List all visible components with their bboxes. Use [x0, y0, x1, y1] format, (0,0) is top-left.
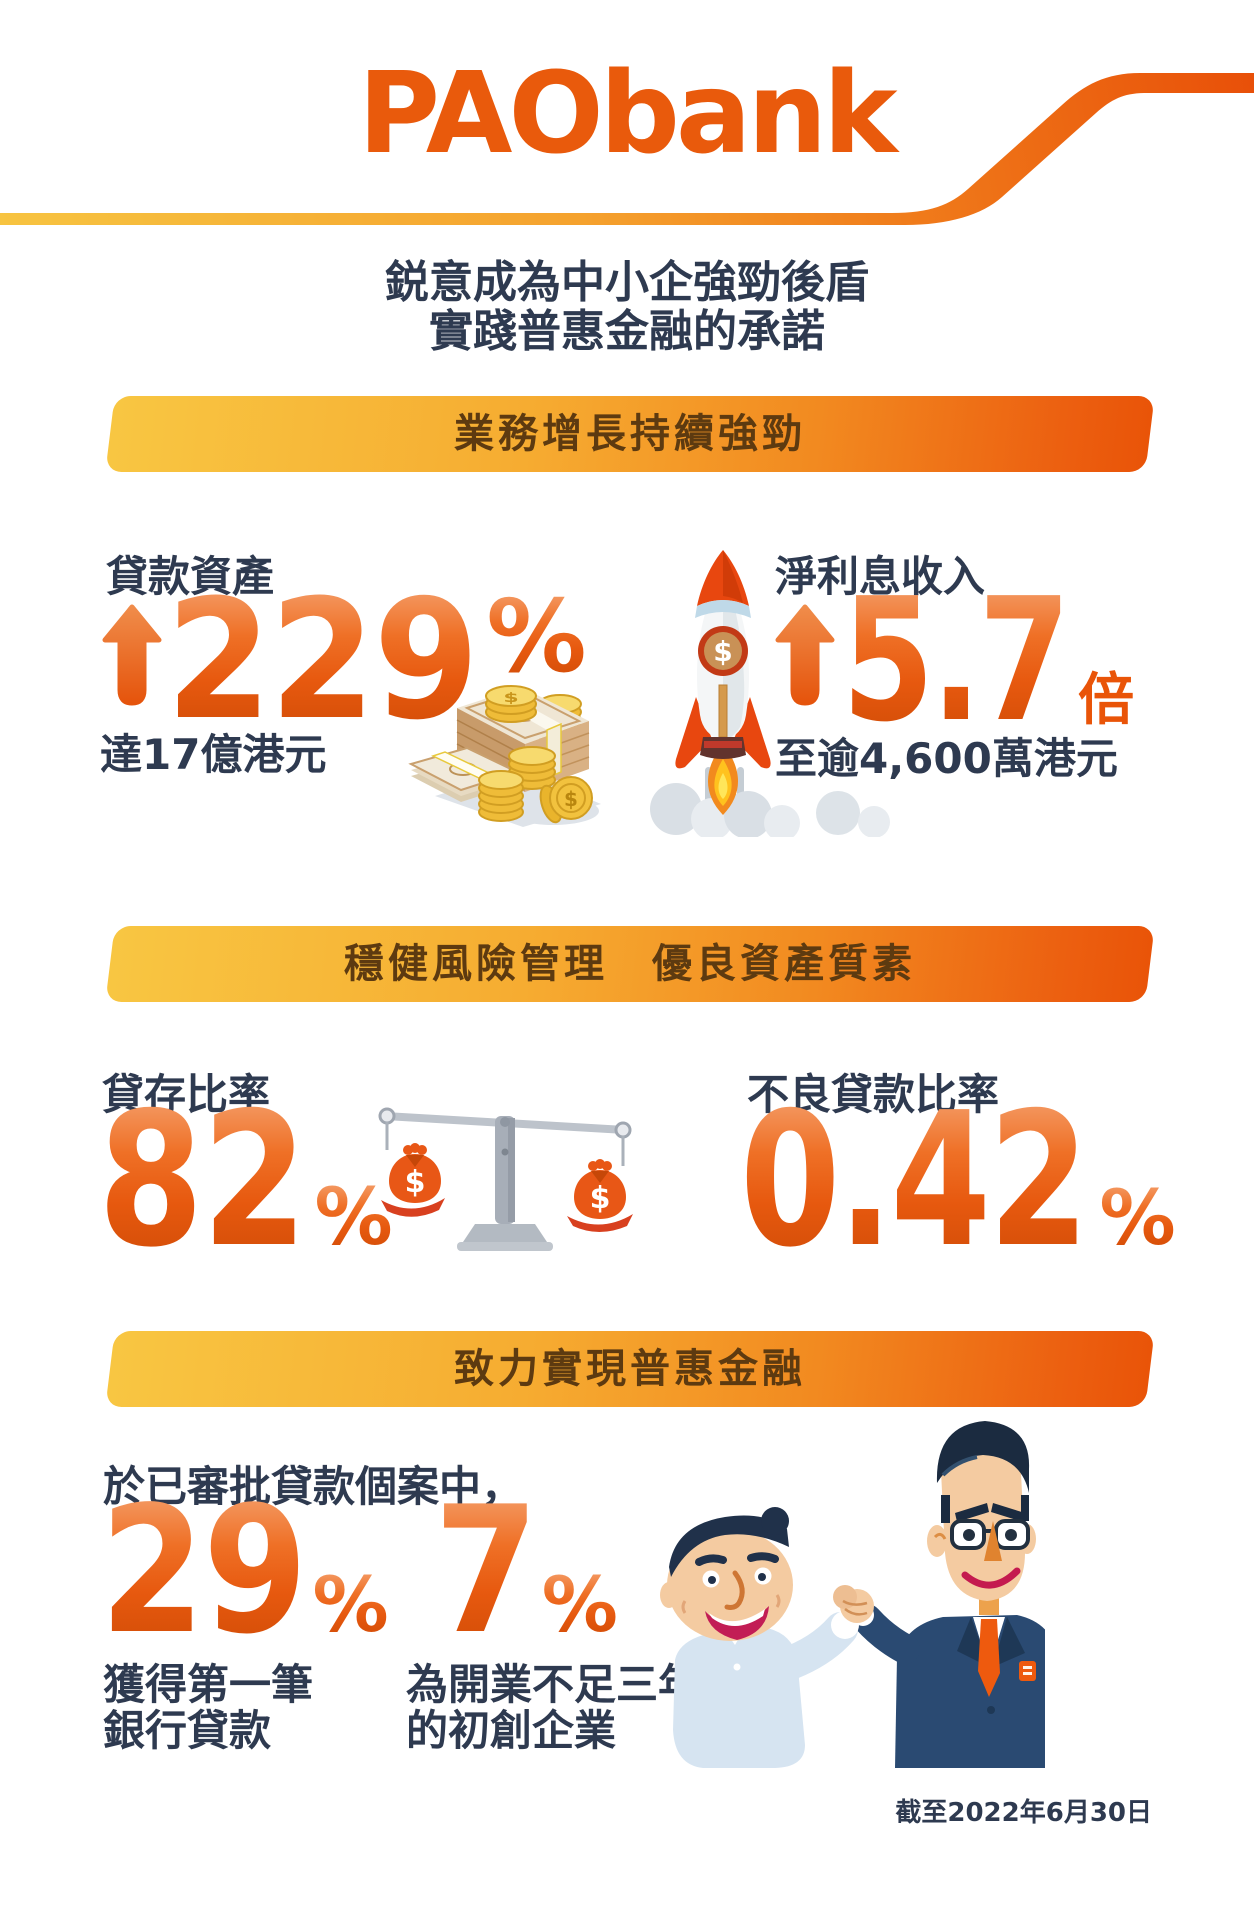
banker-figure: [852, 1421, 1045, 1768]
loan-assets-caption: 達17億港元: [100, 730, 327, 779]
npl-ratio-label: 不良貸款比率: [747, 1071, 999, 1118]
sme-owner-figure: [660, 1507, 859, 1768]
loan-deposit-ratio-unit: %: [314, 1173, 393, 1263]
npl-ratio-unit: %: [1099, 1173, 1176, 1262]
loan-deposit-ratio-value-row: 82%: [98, 1088, 393, 1273]
inclusion-intro-text: 於已審批貸款個案中，: [103, 1462, 524, 1511]
clasped-hands: [833, 1585, 874, 1623]
npl-ratio-value-row: 0.42%: [740, 1088, 1176, 1273]
up-arrow-icon: [102, 604, 162, 706]
startups-value-row: 7%: [434, 1484, 618, 1659]
net-interest-income-caption: 至逾4,600萬港元: [775, 734, 1118, 783]
net-interest-income-value-row: 5.7 倍: [842, 576, 1134, 746]
section-banner-growth: 業務增長持續強勁: [110, 396, 1150, 472]
loan-deposit-ratio-label: 貸存比率: [102, 1071, 270, 1118]
first-loan-value-row: 29%: [100, 1484, 389, 1659]
balance-scale-illustration: $ $: [378, 1107, 633, 1251]
startups-unit: %: [541, 1560, 618, 1649]
first-loan-caption-line1: 獲得第一筆: [103, 1660, 314, 1709]
brand-logo: PAObank: [358, 49, 898, 179]
net-interest-income-label: 淨利息收入: [775, 553, 985, 600]
npl-ratio-value: 0.42: [740, 1072, 1089, 1288]
page-title-line1: 鋭意成為中小企強勁後盾: [385, 257, 869, 308]
rocket-illustration: $: [650, 550, 890, 837]
net-interest-income-value: 5.7: [842, 562, 1071, 760]
coin-dollar-icon: $: [564, 787, 578, 811]
loan-assets-value-row: 229%: [166, 578, 587, 743]
header-swoosh-decoration: [0, 73, 1254, 225]
startups-caption-line2: 的初創企業: [406, 1706, 617, 1755]
net-interest-income-unit: 倍: [1078, 668, 1135, 733]
startups-caption: 為開業不足三年 的初創企業: [406, 1662, 700, 1754]
section-banner-inclusion-label: 致力實現普惠金融: [454, 1346, 806, 1392]
first-loan-unit: %: [312, 1560, 389, 1649]
money-bag-dollar-icon: $: [405, 1165, 426, 1200]
coin-dollar-icon: $: [503, 690, 518, 706]
page-title-line2: 實踐普惠金融的承諾: [429, 306, 825, 357]
as-of-date: 截至2022年6月30日: [895, 1798, 1152, 1828]
rocket-dollar-icon: $: [713, 635, 732, 668]
loan-assets-unit: %: [486, 578, 587, 695]
section-banner-growth-label: 業務增長持續強勁: [454, 411, 806, 457]
startups-value: 7: [434, 1470, 539, 1673]
loan-assets-label: 貸款資產: [106, 552, 275, 601]
handshake-illustration: [660, 1421, 1045, 1768]
startups-caption-line1: 為開業不足三年: [406, 1660, 701, 1709]
money-stack-illustration: $ $: [408, 685, 601, 827]
loan-deposit-ratio-value: 82: [98, 1072, 307, 1288]
glasses-icon: [950, 1519, 1030, 1550]
section-banner-risk: 穩健風險管理 優良資產質素: [110, 926, 1150, 1002]
section-banner-inclusion: 致力實現普惠金融: [110, 1331, 1150, 1407]
money-bag-dollar-icon: $: [590, 1181, 611, 1216]
first-loan-caption: 獲得第一筆 銀行貸款: [103, 1662, 313, 1754]
up-arrow-icon: [775, 604, 835, 706]
loan-assets-value: 229: [166, 564, 479, 756]
page-title: 鋭意成為中小企強勁後盾 實踐普惠金融的承諾: [0, 258, 1254, 356]
section-banner-risk-label: 穩健風險管理 優良資產質素: [344, 941, 916, 987]
first-loan-caption-line2: 銀行貸款: [103, 1706, 272, 1755]
first-loan-value: 29: [100, 1470, 308, 1673]
